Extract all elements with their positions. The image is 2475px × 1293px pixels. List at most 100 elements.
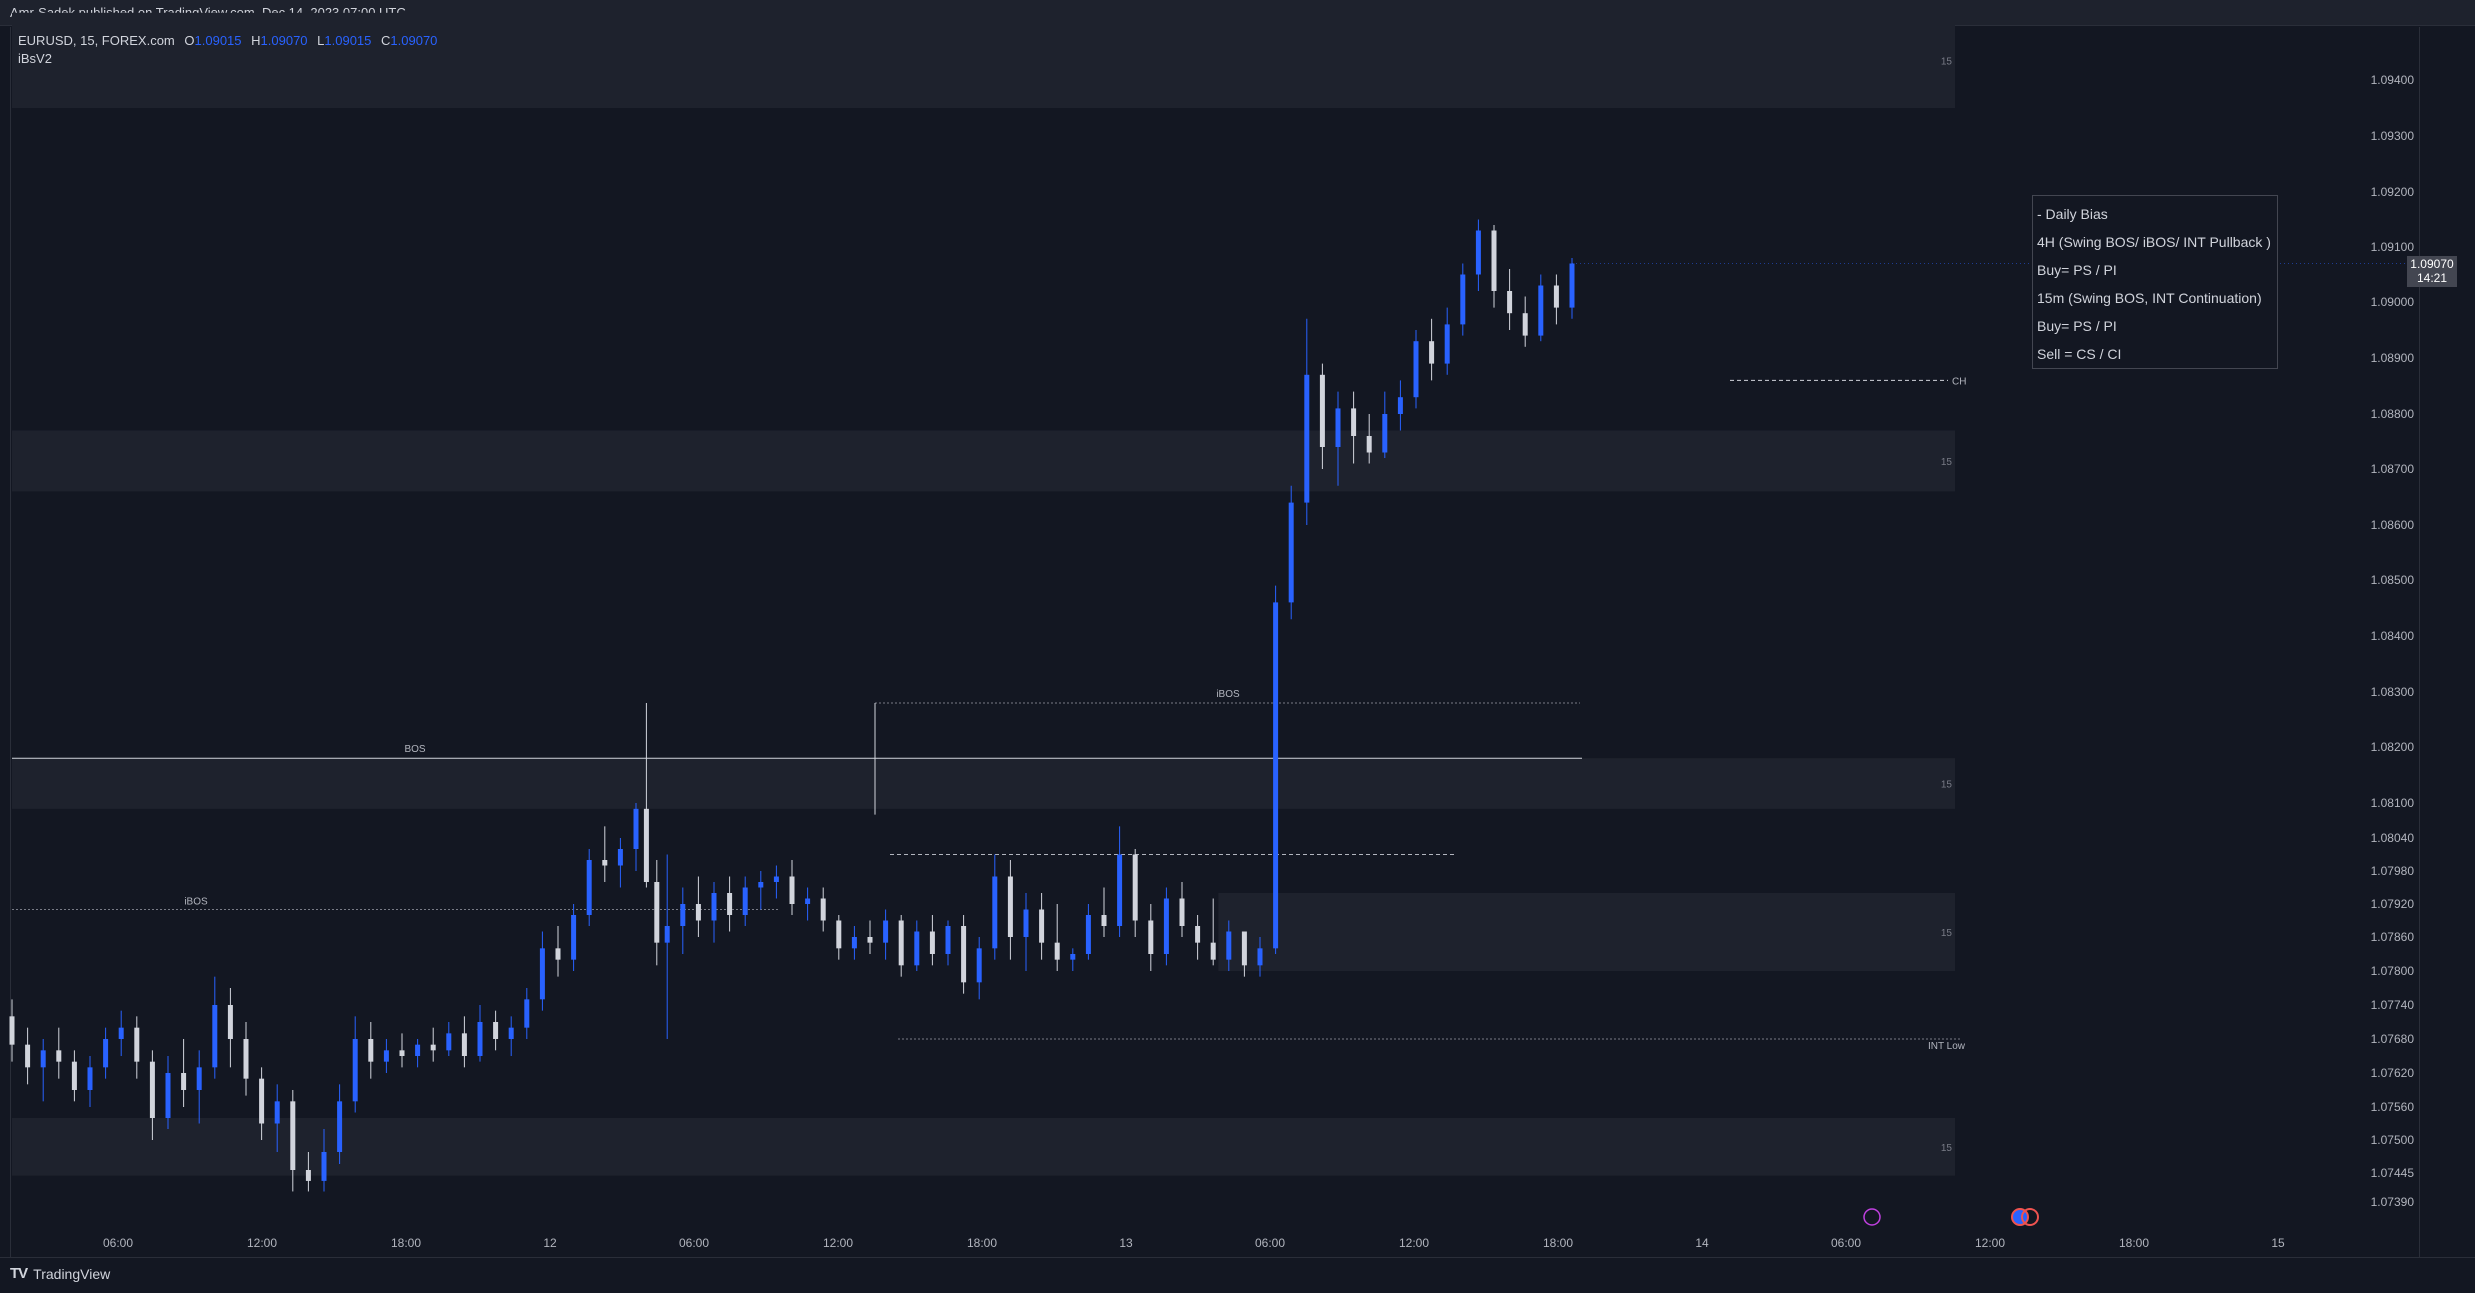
note-line: 15m (Swing BOS, INT Continuation) <box>2037 290 2262 306</box>
candle-body <box>1023 909 1029 937</box>
indicator-name[interactable]: iBsV2 <box>18 51 52 66</box>
high-value: 1.09070 <box>260 33 308 48</box>
candle-body <box>571 915 577 960</box>
daily-bias-note[interactable]: - Daily Bias 4H (Swing BOS/ iBOS/ INT Pu… <box>2032 195 2278 369</box>
time-axis-label: 06:00 <box>1831 1236 1861 1250</box>
bar-countdown: 14:21 <box>2416 271 2448 285</box>
candle-body <box>1304 374 1310 503</box>
candle-body <box>103 1039 109 1068</box>
price-axis-label: 1.09400 <box>2371 73 2415 87</box>
candle-body <box>212 1005 218 1068</box>
time-axis-label: 13 <box>1119 1236 1133 1250</box>
candle-body <box>1522 313 1528 336</box>
price-axis-label: 1.07390 <box>2371 1195 2415 1209</box>
candle-body <box>758 882 764 888</box>
price-axis-label: 1.08300 <box>2371 685 2415 699</box>
candle-body <box>524 999 530 1028</box>
candle-body <box>321 1152 327 1181</box>
candle-body <box>914 931 920 966</box>
time-axis-label: 06:00 <box>679 1236 709 1250</box>
time-axis-label: 15 <box>2271 1236 2285 1250</box>
zone-label: 15 <box>1941 1143 1953 1154</box>
candle-body <box>1366 436 1372 453</box>
time-axis-label: 18:00 <box>2119 1236 2149 1250</box>
candle-body <box>118 1027 124 1039</box>
note-line: Buy= PS / PI <box>2037 318 2117 334</box>
chart-legend: EURUSD, 15, FOREX.com O1.09015 H1.09070 … <box>18 32 437 68</box>
supply-demand-zone <box>12 1118 1955 1176</box>
candle-body <box>695 904 701 921</box>
price-axis-label: 1.09300 <box>2371 129 2415 143</box>
bos-label: BOS <box>404 744 425 755</box>
candle-body <box>508 1027 514 1039</box>
candle-body <box>196 1067 202 1090</box>
supply-demand-zone <box>12 12 1955 108</box>
candle-body <box>40 1050 46 1068</box>
candle-body <box>1054 942 1060 960</box>
price-axis-label: 1.07860 <box>2371 930 2415 944</box>
candle-body <box>1007 876 1013 937</box>
candle-body <box>415 1044 421 1056</box>
candle-body <box>1288 502 1294 603</box>
candle-body <box>1429 341 1435 364</box>
candle-body <box>1319 374 1325 447</box>
brand-name: TradingView <box>33 1265 111 1282</box>
candle-body <box>1210 942 1216 960</box>
symbol-label[interactable]: EURUSD, 15, FOREX.com <box>18 33 175 48</box>
candle-body <box>643 808 649 882</box>
candle-body <box>836 920 842 949</box>
last-price-tag: 1.09070 14:21 <box>2407 256 2457 287</box>
time-axis-label: 06:00 <box>103 1236 133 1250</box>
candle-body <box>664 926 670 943</box>
candle-body <box>711 893 717 921</box>
price-axis-label: 1.08400 <box>2371 629 2415 643</box>
price-axis-label: 1.07920 <box>2371 897 2415 911</box>
candle-body <box>1179 898 1185 926</box>
candle-body <box>25 1044 31 1068</box>
candle-body <box>290 1101 296 1170</box>
time-axis-label: 14 <box>1695 1236 1709 1250</box>
candle-body <box>181 1073 187 1090</box>
price-axis-label: 1.07680 <box>2371 1032 2415 1046</box>
close-value: 1.09070 <box>390 33 438 48</box>
time-axis-label: 18:00 <box>1543 1236 1573 1250</box>
candle-body <box>149 1061 155 1118</box>
candle-body <box>680 904 686 926</box>
candle-body <box>961 926 967 983</box>
price-axis-label: 1.08100 <box>2371 796 2415 810</box>
close-label: C <box>381 33 391 48</box>
chart-pane[interactable] <box>10 27 2420 1257</box>
candle-body <box>945 926 951 954</box>
candle-body <box>1039 909 1045 943</box>
candle-body <box>602 860 608 866</box>
candle-body <box>446 1033 452 1051</box>
price-axis-label: 1.07740 <box>2371 998 2415 1012</box>
price-axis-label: 1.08600 <box>2371 518 2415 532</box>
candle-body <box>992 876 998 949</box>
candle-body <box>1085 915 1091 954</box>
candle-body <box>227 1005 233 1039</box>
tradingview-logo[interactable]: TV TradingView <box>10 1265 110 1282</box>
candle-body <box>1163 898 1169 954</box>
supply-demand-zone <box>12 758 1955 809</box>
price-axis-label: 1.07500 <box>2371 1133 2415 1147</box>
price-axis-label: 1.07800 <box>2371 964 2415 978</box>
candle-body <box>243 1039 249 1079</box>
price-axis-label: 1.08900 <box>2371 351 2415 365</box>
candle-body <box>134 1027 140 1062</box>
note-line: Sell = CS / CI <box>2037 346 2122 362</box>
candle-body <box>165 1073 171 1118</box>
note-line: 4H (Swing BOS/ iBOS/ INT Pullback ) <box>2037 234 2271 250</box>
choch-label: CH <box>1952 376 1966 387</box>
candle-body <box>477 1022 483 1056</box>
candle-body <box>461 1033 467 1056</box>
last-price-value: 1.09070 <box>2410 257 2454 271</box>
candle-body <box>1241 931 1247 966</box>
supply-demand-zone <box>12 430 1955 492</box>
candle-body <box>337 1101 343 1152</box>
candle-body <box>1413 341 1419 398</box>
zone-label: 15 <box>1941 928 1953 939</box>
candle-body <box>789 876 795 904</box>
candle-body <box>1569 263 1575 308</box>
